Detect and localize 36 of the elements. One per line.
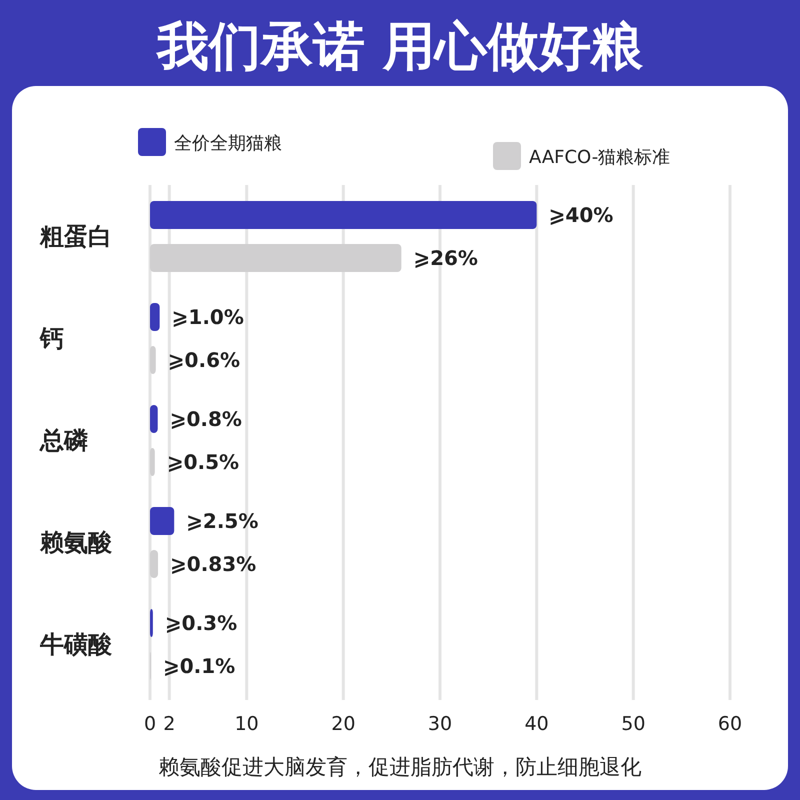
y-tick-label: 粗蛋白 (39, 222, 112, 250)
bar (150, 448, 155, 476)
bar (150, 346, 156, 374)
x-tick-label: 2 (163, 713, 176, 735)
bar (150, 244, 402, 272)
y-tick-label: 钙 (39, 324, 64, 352)
data-label: ⩾0.3% (164, 611, 238, 635)
data-label: ⩾0.8% (170, 407, 242, 431)
data-label: ⩾1.0% (172, 305, 244, 329)
data-label: ⩾40% (548, 203, 614, 227)
bar (150, 550, 158, 578)
bar (150, 303, 160, 331)
x-tick-label: 40 (524, 713, 549, 735)
data-label: ⩾0.83% (170, 552, 256, 576)
x-tick-label: 30 (428, 713, 452, 735)
data-label: ⩾0.1% (162, 654, 236, 678)
chart-title: 我们承诺 用心做好粮 (154, 17, 644, 77)
bar (150, 507, 174, 535)
x-tick-label: 20 (331, 713, 356, 735)
legend-label: AAFCO-猫粮标准 (529, 147, 670, 168)
y-tick-label: 总磷 (39, 426, 89, 454)
data-label: ⩾2.5% (186, 509, 258, 533)
data-label: ⩾0.5% (166, 450, 240, 474)
x-tick-label: 50 (621, 713, 646, 735)
bar (150, 201, 537, 229)
bar (150, 405, 158, 433)
legend-label: 全价全期猫粮 (174, 133, 282, 154)
bar (150, 609, 153, 637)
x-tick-label: 60 (718, 713, 742, 735)
text: 赖氨酸促进大脑发育，促进脂肪代谢，防止细胞退化 (158, 755, 642, 779)
data-label: ⩾0.6% (168, 348, 240, 372)
x-tick-label: 10 (234, 713, 259, 735)
data-label: ⩾26% (413, 246, 478, 270)
y-tick-label: 赖氨酸 (39, 528, 113, 556)
x-tick-label: 0 (144, 713, 156, 735)
y-tick-label: 牛磺酸 (39, 630, 113, 658)
